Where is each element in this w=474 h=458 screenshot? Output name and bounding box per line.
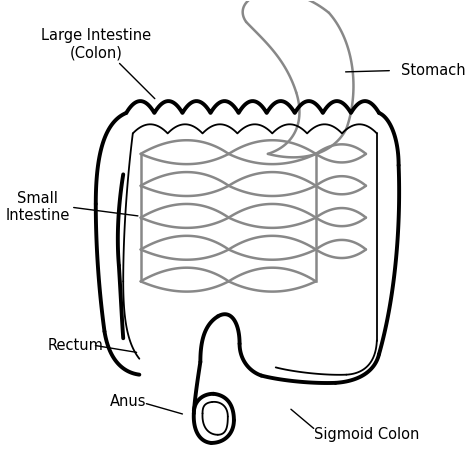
Text: Stomach: Stomach	[401, 63, 465, 78]
Text: Rectum: Rectum	[48, 338, 104, 353]
Text: Anus: Anus	[110, 393, 146, 409]
Text: Large Intestine
(Colon): Large Intestine (Colon)	[41, 28, 151, 61]
Text: Sigmoid Colon: Sigmoid Colon	[314, 427, 419, 442]
Text: Small
Intestine: Small Intestine	[6, 191, 70, 224]
